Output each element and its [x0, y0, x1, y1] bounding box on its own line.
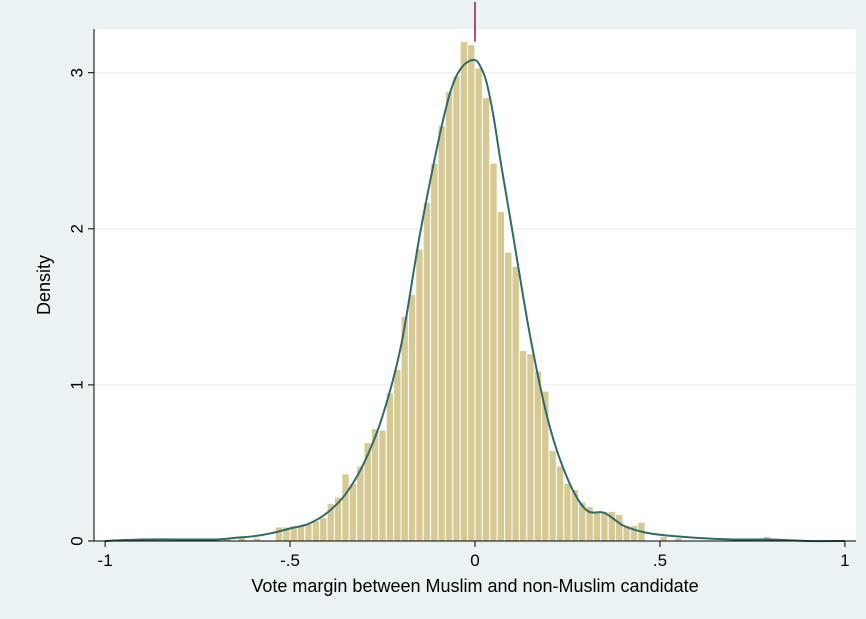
histogram-bar	[659, 535, 668, 542]
histogram-bar	[518, 350, 528, 542]
histogram-bar	[385, 392, 395, 542]
histogram-bar	[274, 526, 284, 542]
histogram-bar	[511, 265, 520, 542]
x-tick-label: 1	[840, 551, 849, 570]
histogram-bar	[348, 482, 358, 542]
histogram-bar	[415, 248, 424, 542]
histogram-bar	[533, 370, 543, 542]
histogram-bar	[504, 251, 513, 542]
histogram-bar	[393, 368, 402, 542]
x-axis-title: Vote margin between Muslim and non-Musli…	[251, 576, 698, 596]
histogram-bar	[422, 201, 432, 542]
histogram-bar	[600, 510, 609, 542]
histogram-bar	[296, 524, 306, 542]
histogram-bar	[341, 473, 350, 542]
histogram-bar	[526, 353, 535, 542]
histogram-bar	[400, 315, 409, 542]
x-tick-label: -1	[98, 551, 113, 570]
y-axis-title: Density	[34, 255, 54, 315]
histogram-bar	[378, 429, 387, 542]
y-tick-label: 1	[68, 380, 87, 389]
histogram-bar	[548, 449, 557, 542]
histogram-bars	[104, 40, 772, 542]
histogram-bar	[592, 510, 602, 542]
x-tick-label: .5	[653, 551, 667, 570]
density-curve	[105, 58, 845, 543]
tick-labels: -1 -.5 0 .5 1 0 1 2 3	[68, 68, 850, 570]
histogram-bar	[444, 90, 454, 542]
histogram-bar	[489, 162, 498, 542]
histogram-bar	[356, 465, 365, 542]
histogram-bar	[437, 125, 446, 542]
histogram-bar	[363, 442, 372, 542]
y-tick-label: 2	[68, 224, 87, 233]
histogram-bar	[319, 517, 328, 542]
axes	[88, 29, 856, 547]
histogram-bar	[407, 293, 417, 542]
histogram-bar	[467, 44, 476, 542]
density-curve-layer	[105, 58, 845, 543]
y-tick-label: 0	[68, 536, 87, 545]
histogram-bar	[304, 523, 313, 542]
histogram-bar	[481, 97, 491, 542]
histogram-bar	[615, 513, 624, 542]
x-tick-label: -.5	[280, 551, 300, 570]
histogram-bar	[311, 520, 321, 542]
histogram-bar	[555, 465, 565, 542]
histogram-bar	[430, 162, 439, 542]
histogram-bar	[459, 40, 469, 542]
y-tick-label: 3	[68, 68, 87, 77]
histogram-bar	[474, 67, 483, 542]
histogram-bar	[541, 390, 550, 542]
histogram-bar	[452, 75, 461, 542]
x-tick-label: 0	[470, 551, 479, 570]
histogram-bar	[496, 211, 506, 542]
histogram-bar	[563, 482, 572, 542]
